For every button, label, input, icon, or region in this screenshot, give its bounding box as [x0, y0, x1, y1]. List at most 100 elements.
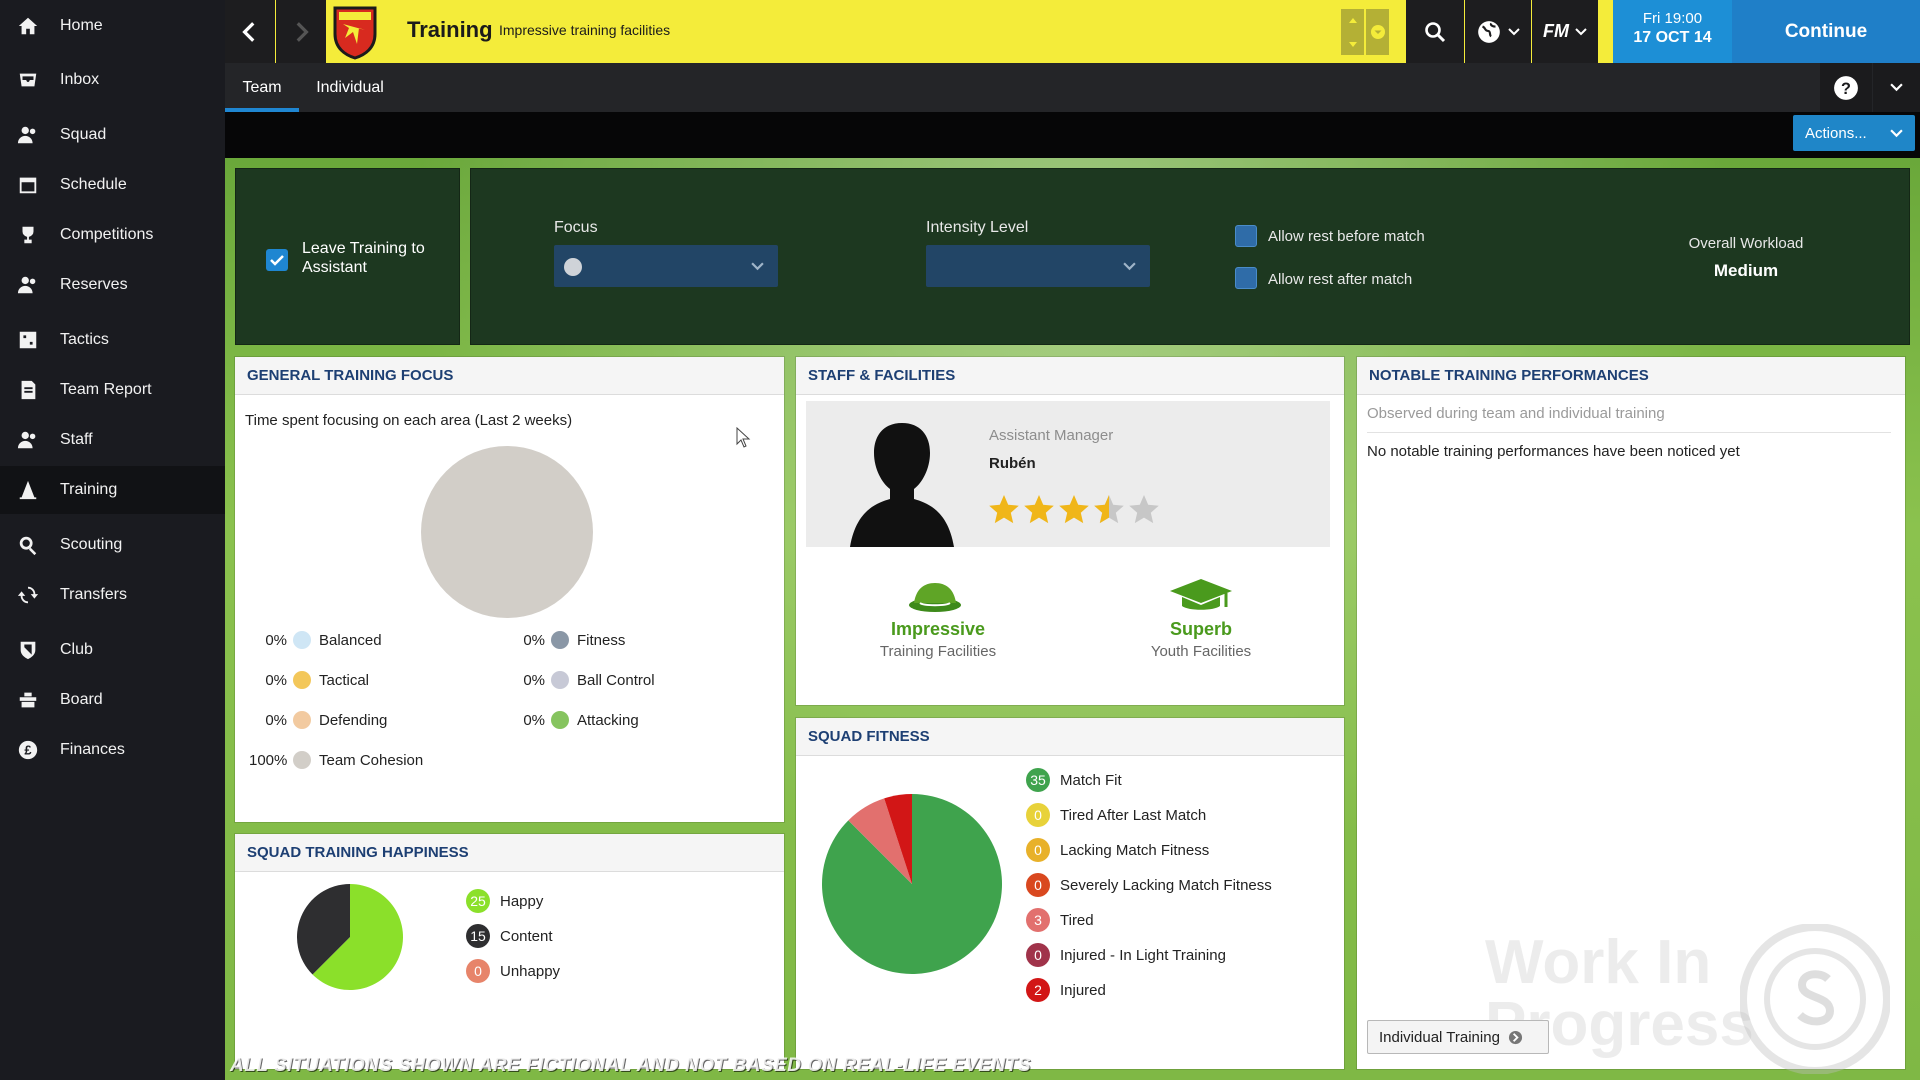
squad-happiness-header: SQUAD TRAINING HAPPINESS [235, 834, 784, 872]
help-button[interactable]: ? [1820, 63, 1872, 112]
focus-legend-label: Defending [319, 711, 388, 729]
leave-to-assistant-panel: Leave Training to Assistant [235, 168, 460, 345]
chevron-up-icon [1348, 17, 1357, 23]
actions-dropdown-button[interactable]: Actions... [1793, 115, 1915, 151]
squad-fitness-panel: SQUAD FITNESS 35 Match Fit 0 Tired After L… [796, 718, 1344, 1069]
svg-text:£: £ [24, 743, 31, 758]
focus-legend-fitness: 0% Fitness [507, 631, 625, 649]
search-button[interactable] [1406, 0, 1464, 63]
fictional-disclaimer: ALL SITUATIONS SHOWN ARE FICTIONAL AND N… [230, 1055, 1032, 1076]
tab-team[interactable]: Team [242, 78, 282, 96]
half-star-icon [1094, 495, 1124, 524]
sidebar-item-squad[interactable]: Squad [0, 111, 225, 159]
focus-legend-dot [293, 751, 311, 769]
fitness-label: Tired After Last Match [1060, 806, 1207, 824]
sidebar-item-scouting[interactable]: Scouting [0, 521, 225, 569]
sidebar-item-competitions[interactable]: Competitions [0, 211, 225, 259]
staff-facilities-header: STAFF & FACILITIES [796, 357, 1344, 395]
sidebar-item-label: Club [60, 641, 93, 658]
overall-workload-label: Overall Workload [1688, 235, 1804, 252]
sports-interactive-watermark-logo [1740, 924, 1890, 1074]
forward-button[interactable] [276, 0, 326, 63]
focus-legend-attacking: 0% Attacking [507, 711, 639, 729]
sidebar: Home Inbox Squad Schedule Competitions R… [0, 0, 225, 1080]
leave-to-assistant-checkbox[interactable] [266, 249, 288, 271]
fitness-label: Lacking Match Fitness [1060, 841, 1210, 859]
intensity-dropdown[interactable] [926, 245, 1150, 287]
team-switcher[interactable] [1341, 9, 1389, 55]
rest-after-match-label: Allow rest after match [1268, 271, 1413, 288]
sidebar-item-team-report[interactable]: Team Report [0, 366, 225, 414]
fitness-count-badge: 2 [1026, 978, 1050, 1002]
people-icon [16, 273, 40, 297]
more-menu-button[interactable] [1873, 63, 1920, 112]
training-facilities-label: Training Facilities [879, 643, 997, 660]
happiness-count-badge: 25 [466, 889, 490, 913]
happiness-row-content: 15 Content [466, 924, 553, 948]
happiness-pie-slices [297, 884, 403, 990]
top-bar: Training Impressive training facilities … [225, 0, 1920, 63]
work-in-progress-watermark: Work In Progress [1485, 928, 1754, 1059]
sidebar-item-label: Home [60, 17, 103, 34]
fitness-count-badge: 0 [1026, 873, 1050, 897]
focus-legend-label: Ball Control [577, 671, 655, 689]
focus-legend-pct: 0% [523, 631, 545, 649]
focus-subtitle: Time spent focusing on each area (Last 2… [245, 412, 573, 429]
rest-after-match-checkbox[interactable] [1235, 267, 1257, 289]
assistant-manager-card[interactable]: Assistant Manager Rubén [806, 401, 1330, 547]
sidebar-item-tactics[interactable]: Tactics [0, 316, 225, 364]
sidebar-item-finances[interactable]: £ Finances [0, 726, 225, 774]
board-icon [16, 688, 40, 712]
tab-individual[interactable]: Individual [316, 78, 384, 96]
continue-button[interactable]: Continue [1732, 0, 1920, 63]
sidebar-item-label: Training [60, 481, 118, 498]
chevron-down-icon [1575, 27, 1587, 35]
happiness-count-badge: 0 [466, 959, 490, 983]
focus-legend-dot [293, 711, 311, 729]
fitness-row-injured-light: 0 Injured - In Light Training [1026, 943, 1226, 967]
focus-dropdown[interactable] [554, 245, 778, 287]
sidebar-item-club[interactable]: Club [0, 626, 225, 674]
team-switcher-dropdown[interactable] [1366, 9, 1389, 55]
rest-before-match-checkbox[interactable] [1235, 225, 1257, 247]
chevron-left-icon [242, 21, 255, 42]
happiness-label: Happy [500, 892, 544, 910]
fitness-count-badge: 3 [1026, 908, 1050, 932]
sidebar-item-label: Staff [60, 431, 93, 448]
sidebar-item-reserves[interactable]: Reserves [0, 261, 225, 309]
youth-facilities-value: Superb [1169, 619, 1232, 639]
sidebar-item-schedule[interactable]: Schedule [0, 161, 225, 209]
sidebar-item-inbox[interactable]: Inbox [0, 56, 225, 104]
sidebar-item-board[interactable]: Board [0, 676, 225, 724]
cursor-pointer-icon [736, 427, 751, 448]
sidebar-item-label: Reserves [60, 276, 128, 293]
notable-performances-panel: NOTABLE TRAINING PERFORMANCES Observed d… [1357, 357, 1905, 1074]
active-tab-indicator [225, 108, 299, 112]
chevron-down-icon [1508, 27, 1520, 35]
sidebar-item-training[interactable]: Training [0, 466, 225, 514]
fitness-pie-chart [822, 794, 1002, 974]
sidebar-item-label: Finances [60, 741, 125, 758]
club-crest-icon [16, 638, 40, 662]
fitness-row-match-fit: 35 Match Fit [1026, 768, 1122, 792]
sidebar-item-home[interactable]: Home [0, 2, 225, 50]
sidebar-item-transfers[interactable]: Transfers [0, 571, 225, 619]
happiness-pie-slice-happy [312, 884, 403, 990]
individual-training-button[interactable]: Individual Training [1367, 1020, 1549, 1054]
focus-legend-pct: 100% [249, 751, 288, 769]
team-switcher-arrows[interactable] [1341, 9, 1364, 55]
focus-legend-dot [551, 631, 569, 649]
training-settings-panel: Focus Intensity Level Allow rest before … [470, 168, 1910, 345]
search-icon [16, 533, 40, 557]
sidebar-item-label: Schedule [60, 176, 127, 193]
staff-silhouette-avatar [850, 423, 954, 547]
sidebar-item-staff[interactable]: Staff [0, 416, 225, 464]
back-button[interactable] [225, 0, 275, 63]
individual-training-label: Individual Training [1379, 1028, 1500, 1046]
calendar-icon [16, 173, 40, 197]
fm-menu-button[interactable]: FM [1532, 0, 1598, 63]
star-icon [1024, 495, 1054, 524]
star-icon [989, 495, 1019, 524]
fitness-row-tired: 3 Tired [1026, 908, 1094, 932]
world-menu-button[interactable] [1465, 0, 1531, 63]
